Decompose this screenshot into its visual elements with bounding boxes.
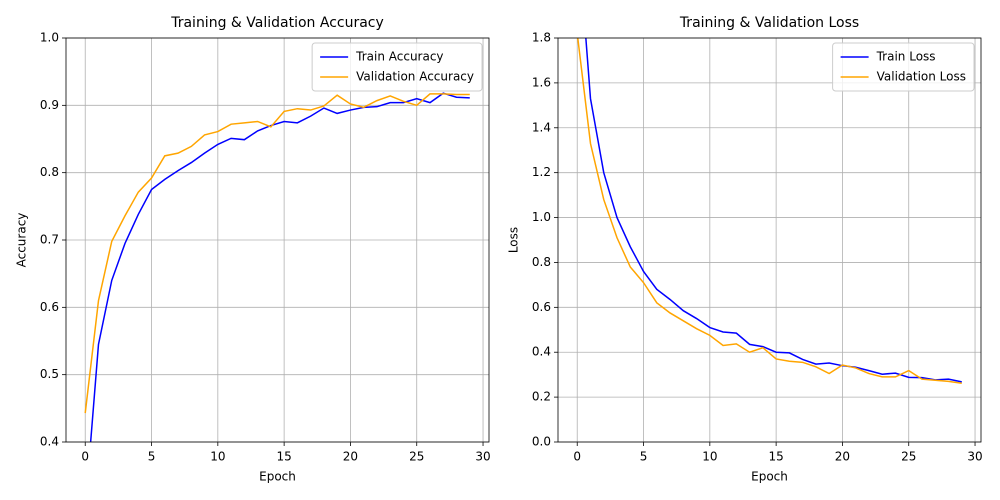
line-series <box>577 38 962 384</box>
y-tick-label: 1.8 <box>532 31 551 45</box>
axes-frame <box>65 37 490 443</box>
chart-panel: 0 5 10 15 20 25 30 0.0 0.2 0.4 0.6 0.8 1.0 1.2 1.4 1.6 1… <box>507 15 983 484</box>
x-tick-label: 5 <box>148 450 156 464</box>
y-tick-label: 0.4 <box>40 435 59 449</box>
x-tick-label: 15 <box>768 450 783 464</box>
y-tick-label: 1.0 <box>532 210 551 224</box>
line-series <box>89 92 470 442</box>
y-tick-label: 0.6 <box>532 300 551 314</box>
line-series <box>84 93 470 414</box>
y-tick-label: 0.5 <box>40 367 59 381</box>
y-tick-label: 0.0 <box>532 435 551 449</box>
x-tick-label: 0 <box>81 450 89 464</box>
y-axis-label: Loss <box>507 227 521 253</box>
x-tick-label: 15 <box>276 450 291 464</box>
x-tick-label: 30 <box>475 450 490 464</box>
x-tick-label: 5 <box>640 450 648 464</box>
y-tick-label: 0.2 <box>532 390 551 404</box>
legend-label: Validation Loss <box>877 70 966 84</box>
chart-title: Training & Validation Loss <box>679 15 859 31</box>
x-tick-label: 20 <box>835 450 850 464</box>
y-tick-label: 0.6 <box>40 300 59 314</box>
x-tick-label: 20 <box>343 450 358 464</box>
legend-frame <box>311 42 483 92</box>
y-axis-label: Accuracy <box>15 213 29 268</box>
chart-panel: 0 5 10 15 20 25 30 0.4 0.5 0.6 0.7 0.8 0.9 1.0 Trainin… <box>15 15 491 484</box>
axes-frame <box>557 37 982 443</box>
legend: Train Accuracy Validation Accuracy <box>311 42 483 92</box>
legend: Train Loss Validation Loss <box>832 42 975 92</box>
chart-title: Training & Validation Accuracy <box>170 15 384 31</box>
y-tick-label: 0.8 <box>532 255 551 269</box>
y-tick-label: 0.4 <box>532 345 551 359</box>
legend-label: Validation Accuracy <box>356 70 474 84</box>
line-series <box>585 38 962 383</box>
x-tick-label: 10 <box>210 450 225 464</box>
legend-label: Train Accuracy <box>355 50 443 64</box>
x-tick-label: 25 <box>901 450 916 464</box>
x-axis-label: Epoch <box>751 470 788 484</box>
y-tick-label: 1.2 <box>532 165 551 179</box>
y-tick-label: 0.8 <box>40 165 59 179</box>
x-tick-label: 25 <box>409 450 424 464</box>
y-tick-label: 1.6 <box>532 75 551 89</box>
legend-label: Train Loss <box>876 50 936 64</box>
x-tick-label: 30 <box>967 450 982 464</box>
x-tick-label: 10 <box>702 450 717 464</box>
y-tick-label: 1.0 <box>40 31 59 45</box>
y-tick-label: 0.7 <box>40 233 59 247</box>
x-axis-label: Epoch <box>259 470 296 484</box>
legend-frame <box>832 42 975 92</box>
y-tick-label: 0.9 <box>40 98 59 112</box>
x-tick-label: 0 <box>573 450 581 464</box>
y-tick-label: 1.4 <box>532 120 551 134</box>
